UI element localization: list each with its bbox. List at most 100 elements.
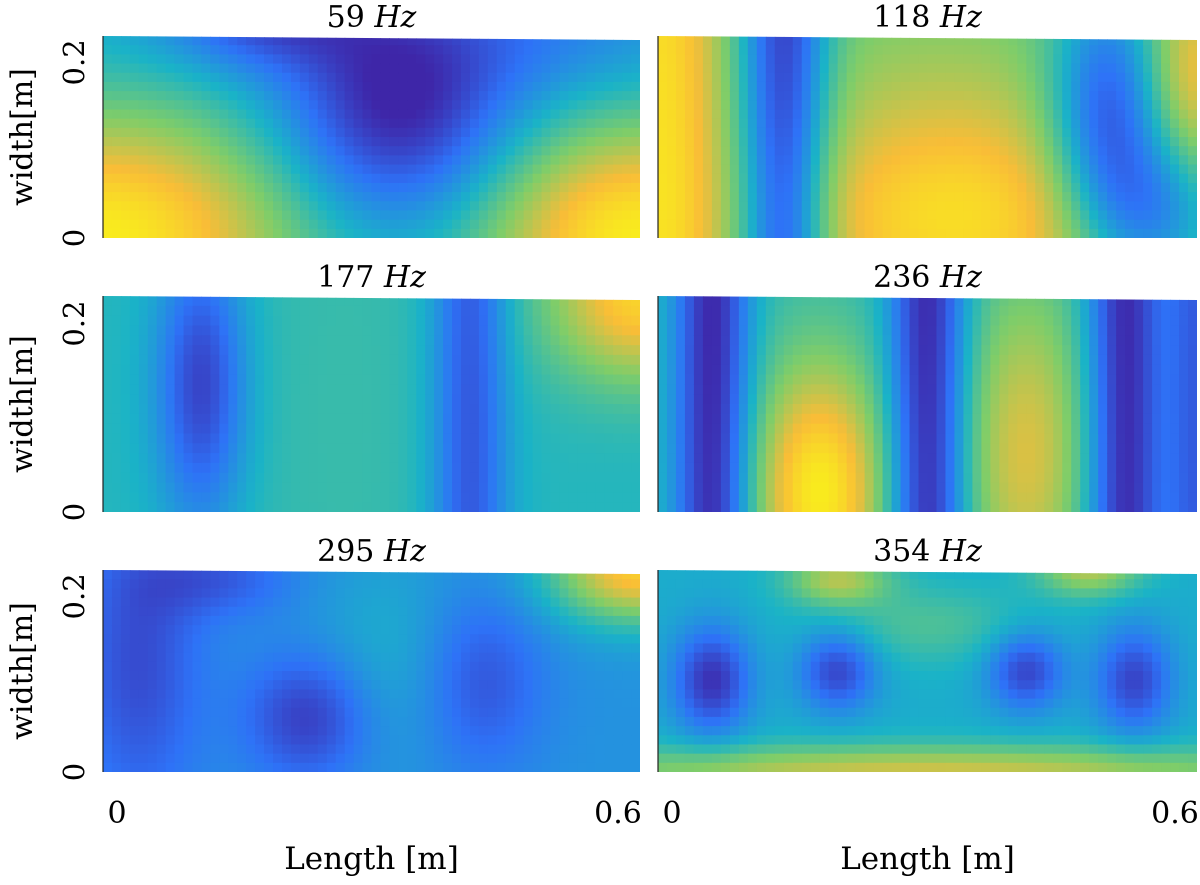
heatmap-cell [810, 345, 821, 356]
heatmap-cell [1170, 182, 1180, 193]
heatmap-cell [864, 137, 875, 147]
heatmap-cell [990, 492, 1000, 503]
heatmap-cell [810, 315, 821, 327]
heatmap-cell [792, 492, 803, 503]
heatmap-cell [559, 137, 569, 147]
heatmap-cell [1134, 201, 1144, 212]
heatmap-cell [362, 219, 373, 230]
heatmap-cell [290, 173, 301, 184]
heatmap-cell [954, 81, 965, 92]
heatmap-cell [828, 146, 839, 156]
heatmap-cell [855, 201, 866, 212]
heatmap-cell [738, 384, 749, 395]
heatmap-cell [353, 72, 364, 83]
heatmap-cell [210, 453, 220, 464]
heatmap-cell [111, 109, 122, 120]
heatmap-cell [873, 443, 884, 454]
heatmap-cell [407, 305, 417, 317]
heatmap-cell [103, 127, 113, 138]
heatmap-cell [1071, 137, 1081, 147]
heatmap-cell [237, 45, 247, 55]
heatmap-cell [631, 335, 640, 346]
heatmap-cell [675, 502, 686, 512]
heatmap-cell [210, 354, 220, 366]
heatmap-cell [1089, 36, 1099, 46]
heatmap-cell [927, 81, 938, 92]
heatmap-cell [972, 345, 982, 356]
heatmap-cell [443, 305, 453, 317]
heatmap-cell [353, 192, 364, 202]
heatmap-cell [675, 374, 686, 385]
heatmap-cell [389, 173, 399, 184]
heatmap-cell [299, 502, 310, 512]
heatmap-cell [308, 404, 319, 415]
heatmap-cell [945, 100, 956, 111]
heatmap-cell [559, 192, 569, 202]
heatmap-cell [434, 394, 444, 405]
heatmap-cell [461, 325, 471, 336]
heatmap-cell [846, 164, 857, 175]
heatmap-cell [1071, 36, 1081, 46]
heatmap-cell [684, 384, 695, 395]
heatmap-cell [765, 127, 776, 138]
heatmap-cell [963, 374, 974, 385]
heatmap-cell [192, 296, 203, 307]
heatmap-cell [720, 63, 731, 74]
heatmap-cell [416, 118, 426, 129]
heatmap-cell [864, 462, 875, 474]
heatmap-cell [282, 192, 292, 202]
heatmap-cell [219, 137, 229, 147]
heatmap-cell [514, 173, 525, 184]
heatmap-cell [559, 472, 569, 484]
heatmap-cell [487, 164, 498, 175]
heatmap-cell [702, 335, 713, 346]
heatmap-cell [111, 453, 122, 464]
heatmap-cell [290, 443, 301, 454]
heatmap-cell [461, 137, 471, 147]
y-axis-label: width[m] [5, 68, 40, 206]
heatmap-cell [1044, 433, 1054, 444]
heatmap-cell [523, 482, 534, 493]
heatmap-cell [344, 325, 355, 336]
heatmap-cell [792, 325, 803, 336]
heatmap-cell [936, 374, 947, 385]
heatmap-cell [846, 155, 857, 166]
heatmap-cell [792, 443, 803, 454]
heatmap-cell [846, 100, 857, 111]
heatmap-cell [362, 394, 373, 405]
heatmap-cell [1053, 201, 1063, 212]
heatmap-cell [362, 63, 373, 74]
heatmap-cell [837, 433, 848, 444]
heatmap-cell [353, 462, 364, 474]
heatmap-cell [353, 325, 364, 336]
heatmap-cell [1125, 109, 1135, 120]
heatmap-cell [273, 433, 283, 444]
heatmap-cell [693, 219, 704, 230]
heatmap-cell [505, 54, 516, 65]
heatmap-cell [425, 36, 435, 46]
heatmap-cell [631, 345, 640, 356]
heatmap-cell [174, 109, 185, 120]
heatmap-cell [945, 394, 956, 405]
heatmap-cell [246, 423, 256, 435]
heatmap-cell [335, 173, 346, 184]
heatmap-cell [613, 173, 623, 184]
heatmap-cell [452, 137, 462, 147]
heatmap-cell [999, 315, 1009, 327]
heatmap-cell [658, 384, 668, 395]
heatmap-cell [290, 54, 301, 65]
heatmap-cell [380, 433, 390, 444]
heatmap-cell [981, 72, 991, 83]
heatmap-cell [756, 72, 767, 83]
heatmap-cell [819, 72, 830, 83]
heatmap-cell [1170, 192, 1180, 202]
heatmap-cell [945, 345, 956, 356]
heatmap-cell [496, 45, 507, 55]
heatmap-cell [264, 63, 274, 74]
heatmap-cell [478, 54, 489, 65]
heatmap-cell [631, 443, 640, 454]
heatmap-cell [765, 210, 776, 221]
heatmap-cell [738, 404, 749, 415]
heatmap-cell [990, 423, 1000, 435]
heatmap-cell [792, 462, 803, 474]
